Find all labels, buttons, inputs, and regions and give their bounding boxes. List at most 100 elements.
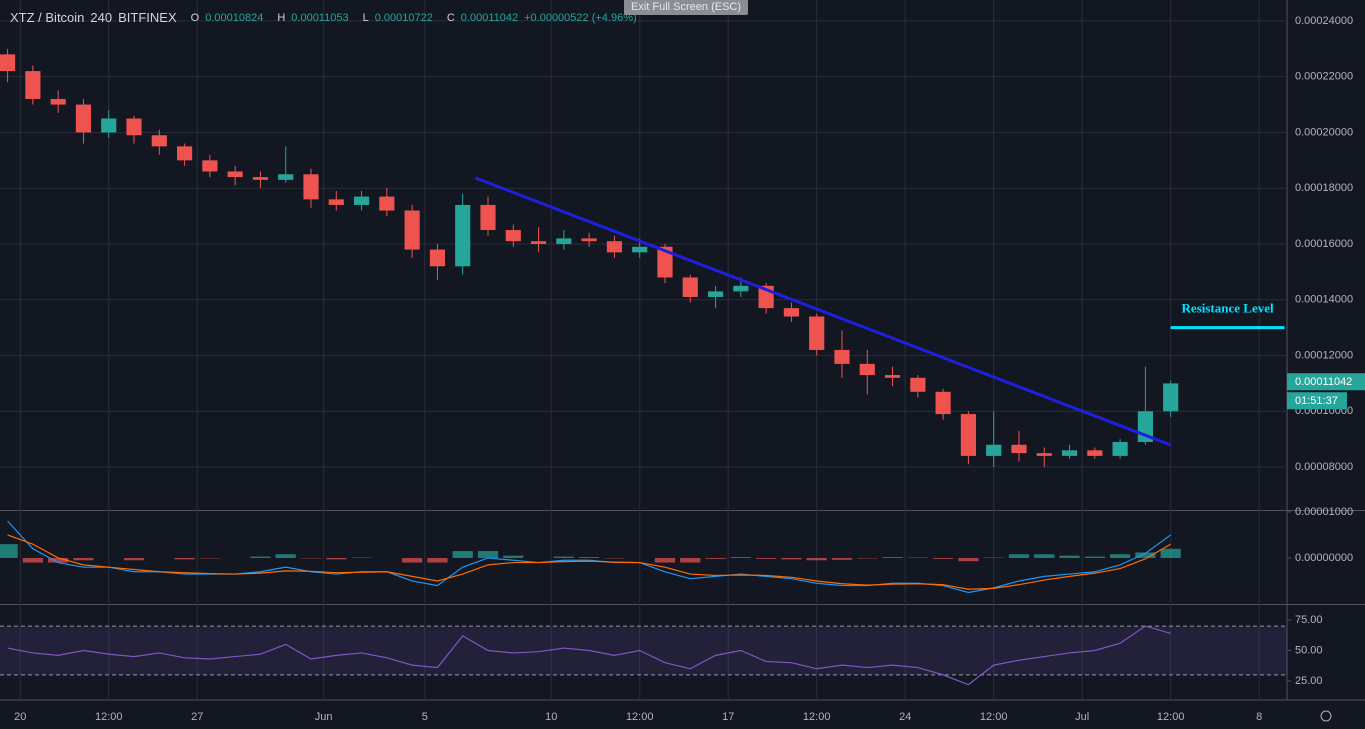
candle-body bbox=[1163, 383, 1179, 412]
close: 0.00011042 bbox=[460, 11, 519, 24]
histogram-bar bbox=[730, 557, 751, 558]
histogram-bar bbox=[933, 557, 954, 559]
candle-body bbox=[556, 238, 572, 244]
exit-fullscreen[interactable]: Exit Full Screen (ESC) bbox=[624, 0, 748, 15]
y-tick-label: 0.00008000 bbox=[1295, 461, 1353, 473]
histogram-bar bbox=[22, 557, 43, 563]
y-tick-label: 0.00012000 bbox=[1295, 349, 1353, 361]
price-axis-bg bbox=[1287, 0, 1365, 729]
x-tick-label: 12:00 bbox=[803, 711, 831, 723]
y-tick-label: 25.00 bbox=[1295, 675, 1323, 687]
histogram-bar bbox=[250, 556, 271, 558]
candle-body bbox=[404, 210, 420, 250]
candle-body bbox=[783, 308, 800, 317]
histogram-bar bbox=[0, 544, 18, 558]
h-label: H bbox=[277, 11, 286, 24]
y-tick-label: 0.00020000 bbox=[1295, 126, 1353, 138]
x-tick-label: 20 bbox=[14, 711, 26, 723]
x-tick-label: 10 bbox=[545, 711, 557, 723]
candle-body bbox=[1036, 453, 1052, 456]
histogram-bar bbox=[958, 557, 979, 562]
high: 0.00011053 bbox=[291, 11, 349, 24]
histogram-bar bbox=[503, 555, 524, 558]
histogram-bar bbox=[579, 557, 600, 558]
x-tick-label: 27 bbox=[191, 711, 203, 723]
rsi-band bbox=[0, 626, 1287, 675]
countdown: 01:51:37 bbox=[1295, 395, 1338, 407]
candle-body bbox=[75, 104, 92, 133]
candle-body bbox=[303, 174, 319, 200]
histogram-bar bbox=[174, 557, 195, 560]
candle-body bbox=[1087, 450, 1103, 456]
histogram-bar bbox=[756, 557, 777, 559]
candle-body bbox=[328, 199, 344, 205]
l-label: L bbox=[362, 11, 369, 24]
histogram-bar bbox=[831, 557, 853, 560]
histogram-bar bbox=[402, 557, 423, 563]
last-price-label: 0.00011042 bbox=[1295, 376, 1352, 388]
settings-icon[interactable] bbox=[1320, 710, 1332, 722]
candle-body bbox=[884, 375, 901, 378]
candle-body bbox=[25, 71, 41, 99]
histogram-bar bbox=[452, 551, 473, 558]
x-tick-label: 24 bbox=[899, 711, 911, 723]
y-tick-label: 75.00 bbox=[1295, 614, 1323, 626]
candle-body bbox=[682, 277, 698, 297]
indicator-line bbox=[7, 625, 1171, 686]
candle-body bbox=[176, 146, 193, 161]
histogram-bar bbox=[781, 557, 802, 560]
y-tick-label: 0.00014000 bbox=[1295, 294, 1353, 306]
histogram-bar bbox=[680, 557, 701, 563]
candle-body bbox=[986, 444, 1002, 456]
candle-body bbox=[505, 230, 521, 242]
y-tick-label: 0.00018000 bbox=[1295, 182, 1353, 194]
candle-body bbox=[353, 196, 370, 205]
y-tick-label: 0.00022000 bbox=[1295, 71, 1353, 83]
y-tick-label: 0.00016000 bbox=[1295, 238, 1353, 250]
histogram-bar bbox=[73, 557, 94, 561]
candle-body bbox=[202, 160, 218, 172]
candle-body bbox=[960, 414, 976, 456]
histogram-bar bbox=[1110, 554, 1131, 558]
candle-body bbox=[252, 177, 269, 180]
histogram-bar bbox=[477, 551, 499, 558]
histogram-bar bbox=[806, 557, 827, 561]
o-label: O bbox=[190, 11, 200, 24]
histogram-bar bbox=[1008, 554, 1030, 558]
histogram-bar bbox=[553, 556, 574, 558]
header: XTZ / Bitcoin 240 BITFINEX O 0.00010824 H… bbox=[10, 10, 637, 25]
symbol[interactable]: XTZ / Bitcoin bbox=[10, 10, 85, 25]
y-tick-label: 0.00000000 bbox=[1295, 552, 1353, 564]
candle-body bbox=[1011, 444, 1027, 454]
candle-body bbox=[935, 391, 951, 415]
histogram-bar bbox=[705, 557, 726, 559]
y-tick-label: 50.00 bbox=[1295, 644, 1323, 656]
x-tick-label: 12:00 bbox=[980, 711, 1008, 723]
histogram-bar bbox=[1135, 552, 1156, 558]
last-price-box bbox=[1287, 373, 1365, 391]
candle-body bbox=[455, 204, 471, 267]
candle-body bbox=[126, 118, 142, 136]
candle-body bbox=[733, 285, 749, 292]
histogram-bar bbox=[1084, 556, 1105, 558]
interval[interactable]: 240 bbox=[90, 10, 113, 25]
histogram-bar bbox=[275, 554, 296, 558]
candle-body bbox=[379, 196, 395, 211]
candle-body bbox=[910, 377, 926, 392]
exchange[interactable]: BITFINEX bbox=[118, 10, 177, 25]
x-tick-label: 17 bbox=[722, 711, 734, 723]
histogram-bar bbox=[48, 557, 69, 563]
c-label: C bbox=[446, 11, 455, 24]
candle-body bbox=[480, 204, 496, 231]
histogram-bar bbox=[326, 557, 347, 560]
x-tick-label: 12:00 bbox=[1157, 711, 1185, 723]
candle-body bbox=[581, 238, 597, 242]
annotation: Resistance Level bbox=[1182, 301, 1274, 316]
x-tick-label: 5 bbox=[422, 711, 428, 723]
candle-body bbox=[632, 246, 648, 253]
candle-body bbox=[707, 291, 724, 297]
candle-body bbox=[859, 363, 875, 376]
candle-body bbox=[1061, 450, 1078, 456]
